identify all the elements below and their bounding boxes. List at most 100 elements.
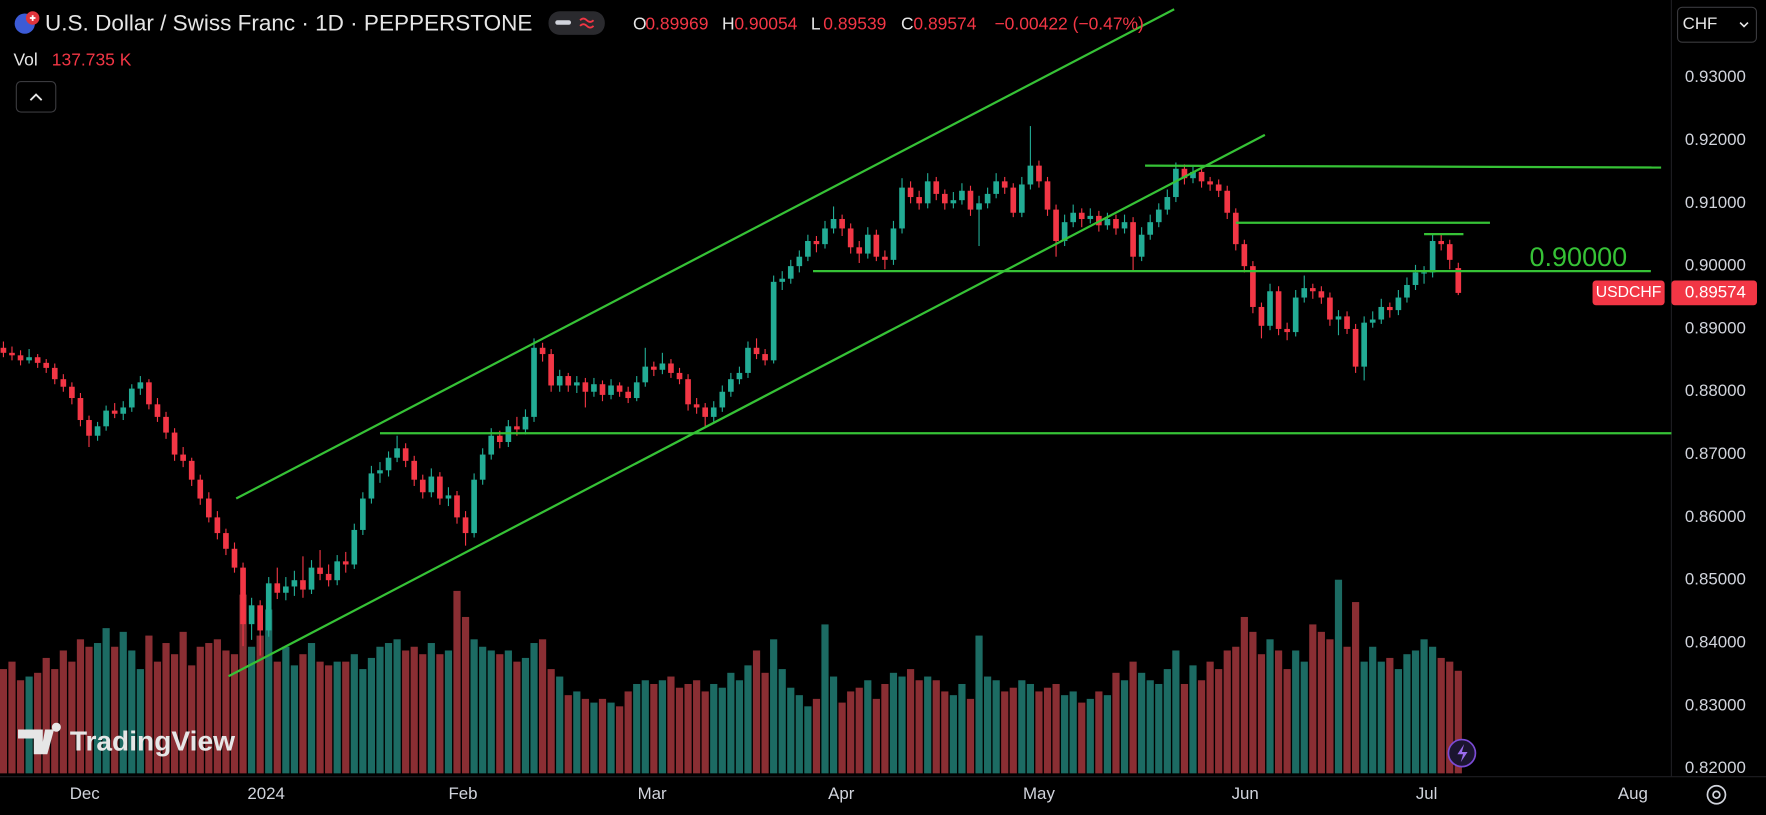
- candle-body: [0, 347, 7, 353]
- volume-bar: [1155, 683, 1163, 774]
- candle-body: [1412, 272, 1419, 285]
- candle-body: [34, 357, 41, 363]
- volume-bar: [1103, 695, 1112, 774]
- candle-body: [1207, 181, 1213, 185]
- volume-bar: [384, 643, 393, 774]
- trendline: [235, 8, 1175, 500]
- settings-button[interactable]: [1706, 784, 1727, 805]
- volume-bar: [513, 661, 521, 774]
- candle-body: [719, 391, 726, 408]
- volume-bar: [136, 669, 144, 774]
- candle-body: [411, 460, 418, 480]
- watermark-logo: [18, 722, 61, 755]
- x-tick-label: Aug: [1618, 784, 1648, 803]
- candle-body: [608, 385, 614, 395]
- candle-body: [308, 567, 315, 590]
- volume-bar: [470, 639, 478, 774]
- candle-body: [616, 385, 623, 392]
- candle-body: [368, 473, 375, 499]
- volume-bar: [1026, 683, 1034, 774]
- volume-bar: [1069, 691, 1077, 774]
- candle-body: [728, 379, 734, 392]
- volume-bar: [273, 661, 281, 774]
- candle-body: [933, 181, 940, 194]
- volume-bar: [1454, 670, 1462, 774]
- ohlc-value: 0.90054: [734, 13, 797, 33]
- volume-bar: [188, 665, 196, 774]
- candle-body: [976, 203, 982, 210]
- volume-bar: [85, 646, 93, 774]
- volume-bar: [616, 706, 624, 774]
- candle-body: [1087, 215, 1094, 220]
- volume-bar: [898, 676, 906, 774]
- y-tick-label: 0.82000: [1685, 758, 1746, 777]
- candle-body: [317, 567, 323, 574]
- candle-body: [1104, 219, 1111, 226]
- indicator-pill[interactable]: [548, 11, 605, 35]
- volume-bar: [42, 657, 50, 774]
- candle-body: [154, 404, 161, 417]
- candle-body: [43, 362, 50, 368]
- volume-bar: [1095, 691, 1103, 774]
- volume-bar: [0, 669, 8, 774]
- candle-body: [873, 234, 880, 257]
- candle-body: [137, 382, 144, 389]
- currency-dropdown[interactable]: CHF: [1677, 6, 1757, 43]
- volume-bar: [932, 680, 940, 774]
- volume-bar: [881, 683, 889, 774]
- volume-bar: [25, 676, 33, 774]
- collapse-button[interactable]: [15, 81, 57, 113]
- candle-body: [394, 448, 400, 458]
- candle-body: [1053, 209, 1059, 242]
- volume-bar: [367, 657, 376, 774]
- volume-bar: [787, 687, 795, 774]
- candle-body: [565, 376, 572, 386]
- candle-body: [1318, 291, 1325, 298]
- volume-bar: [795, 695, 803, 774]
- candle-body: [531, 347, 537, 417]
- x-tick-label: May: [1023, 784, 1055, 803]
- volume-bar: [325, 665, 333, 774]
- volume-bar: [1163, 669, 1171, 774]
- candle-body: [514, 426, 520, 430]
- ohlc-value: 0.89539: [823, 13, 886, 33]
- volume-bar: [590, 702, 598, 774]
- candle-body: [1429, 241, 1436, 273]
- volume-bar: [667, 676, 675, 774]
- volume-bar: [924, 676, 932, 774]
- candle-body: [659, 363, 666, 370]
- volume-bar: [633, 683, 641, 774]
- candle-body: [599, 384, 606, 395]
- volume-bar: [658, 680, 666, 774]
- candle-body: [103, 410, 109, 427]
- symbol-tag: USDCHF: [1596, 284, 1662, 301]
- candle-body: [1190, 171, 1196, 179]
- currency-label: CHF: [1683, 14, 1718, 33]
- candle-body: [685, 379, 691, 405]
- volume-bar: [487, 650, 495, 774]
- volume-bar: [1283, 669, 1291, 774]
- volume-bar: [915, 680, 923, 774]
- volume-bar: [196, 646, 204, 774]
- volume-bar: [684, 683, 692, 774]
- volume-bar: [778, 669, 786, 774]
- volume-bar: [419, 654, 427, 774]
- candle-body: [1335, 316, 1342, 320]
- candle-body: [916, 197, 922, 204]
- volume-bar: [479, 646, 487, 774]
- candle-body: [993, 181, 999, 194]
- volume-bar: [761, 672, 769, 774]
- candle-body: [1344, 316, 1350, 329]
- candle-body: [300, 580, 306, 590]
- trendline: [1145, 164, 1662, 169]
- volume-bar: [1317, 631, 1325, 774]
- volume-title: Vol: [14, 49, 38, 69]
- volume-bar: [838, 702, 846, 774]
- candle-body: [625, 391, 631, 399]
- volume-bar: [1394, 669, 1402, 774]
- price-tag: USDCHF 0.89574: [1592, 280, 1757, 306]
- lightning-button[interactable]: [1447, 738, 1477, 768]
- volume-bar: [538, 639, 547, 774]
